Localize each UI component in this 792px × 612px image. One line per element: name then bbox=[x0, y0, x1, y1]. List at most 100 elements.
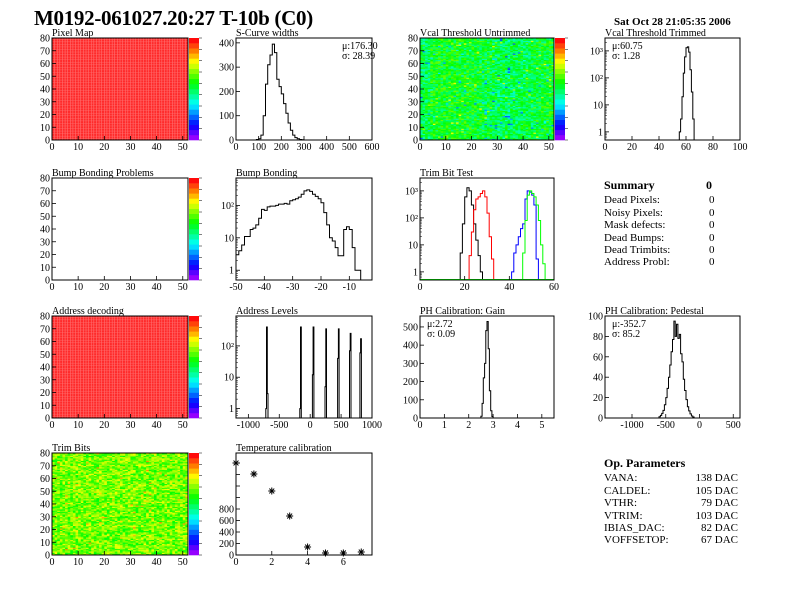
heatmap-cell bbox=[502, 125, 506, 128]
heatmap-cell bbox=[479, 41, 483, 44]
heatmap-cell bbox=[438, 53, 441, 55]
heatmap-cell bbox=[551, 127, 555, 129]
heatmap-cell bbox=[471, 81, 475, 83]
heatmap-cell bbox=[538, 106, 542, 109]
y-tick-label: 0 bbox=[45, 414, 50, 425]
heatmap-cell bbox=[535, 114, 539, 117]
heatmap-cell bbox=[487, 131, 490, 133]
heatmap-cell bbox=[512, 81, 516, 83]
heatmap-cell bbox=[458, 44, 462, 46]
x-tick-label: 0 bbox=[418, 142, 423, 153]
heatmap-cell bbox=[530, 63, 534, 66]
heatmap-cell bbox=[479, 133, 483, 136]
heatmap-cell bbox=[525, 55, 529, 58]
heatmap-cell bbox=[484, 113, 488, 115]
heatmap-cell bbox=[512, 53, 516, 55]
heatmap-cell bbox=[456, 127, 459, 129]
heatmap-cell bbox=[543, 133, 547, 136]
heatmap-cell bbox=[538, 67, 542, 69]
heatmap-cell bbox=[430, 53, 434, 55]
heatmap-cell bbox=[548, 87, 552, 90]
heatmap-cell bbox=[551, 125, 555, 128]
heatmap-cell bbox=[432, 124, 436, 127]
heatmap-cell bbox=[538, 43, 542, 45]
heatmap-cell bbox=[499, 103, 503, 105]
heatmap-cell bbox=[479, 49, 483, 52]
heatmap-cell bbox=[543, 73, 547, 76]
x-tick-label: 0 bbox=[418, 420, 423, 431]
heatmap-cell bbox=[445, 52, 449, 54]
heatmap-cell bbox=[445, 87, 449, 90]
heatmap-cell bbox=[528, 94, 532, 96]
heatmap-cell bbox=[502, 71, 506, 73]
heatmap-cell bbox=[445, 78, 449, 81]
heatmap-cell bbox=[471, 55, 475, 58]
heatmap-cell bbox=[528, 41, 532, 44]
heatmap-cell bbox=[440, 77, 444, 80]
heatmap-cell bbox=[507, 111, 511, 114]
heatmap-cell bbox=[492, 110, 496, 113]
heatmap-cell bbox=[499, 124, 503, 127]
palette-swatch bbox=[189, 229, 199, 235]
heatmap-cell bbox=[528, 43, 532, 45]
heatmap-cell bbox=[438, 124, 441, 127]
heatmap-cell bbox=[512, 90, 516, 92]
heatmap-cell bbox=[523, 50, 526, 53]
heatmap-cell bbox=[466, 46, 470, 49]
heatmap-cell bbox=[505, 85, 508, 87]
heatmap-cell bbox=[461, 87, 465, 90]
heatmap-cell bbox=[530, 40, 534, 43]
heatmap-cell bbox=[546, 124, 550, 127]
heatmap-cell bbox=[435, 90, 439, 92]
heatmap-cell bbox=[507, 81, 511, 83]
heatmap-cell bbox=[468, 122, 472, 124]
heatmap-cell bbox=[510, 137, 514, 140]
heatmap-cell bbox=[427, 91, 431, 94]
heatmap-cell bbox=[481, 46, 485, 49]
heatmap-cell bbox=[492, 80, 496, 82]
heatmap-cell bbox=[463, 89, 467, 91]
x-tick-label: 30 bbox=[125, 282, 135, 293]
heatmap-cell bbox=[481, 134, 485, 137]
heatmap-cell bbox=[548, 89, 552, 91]
heatmap-cell bbox=[528, 117, 532, 119]
heatmap-cell bbox=[420, 122, 423, 124]
heatmap-cell bbox=[515, 115, 519, 118]
heatmap-cell bbox=[497, 50, 501, 53]
heatmap-cell bbox=[450, 45, 454, 48]
heatmap-cell bbox=[466, 40, 470, 43]
heatmap-cell bbox=[458, 50, 462, 53]
heatmap-cell bbox=[430, 71, 434, 73]
heatmap-cell bbox=[443, 48, 447, 50]
heatmap-cell bbox=[497, 117, 501, 119]
heatmap-cell bbox=[533, 99, 537, 101]
heatmap-cell bbox=[530, 41, 534, 44]
plot-frame bbox=[235, 315, 373, 419]
heatmap-cell bbox=[443, 96, 447, 99]
heatmap-cell bbox=[466, 49, 470, 52]
heatmap-cell bbox=[497, 83, 501, 86]
heatmap-cell bbox=[487, 125, 490, 128]
heatmap-cell bbox=[538, 60, 542, 63]
heatmap-cell bbox=[425, 119, 429, 122]
heatmap-cell bbox=[548, 133, 552, 136]
heatmap-cell bbox=[453, 104, 457, 106]
heatmap-cell bbox=[507, 120, 511, 123]
heatmap-cell bbox=[425, 110, 429, 113]
heatmap-cell bbox=[494, 78, 498, 81]
heatmap-cell bbox=[458, 96, 462, 99]
heatmap-cell bbox=[481, 48, 485, 50]
heatmap-cell bbox=[466, 58, 470, 60]
heatmap-cell bbox=[494, 106, 498, 109]
heatmap-cell bbox=[530, 54, 534, 57]
heatmap-cell bbox=[466, 53, 470, 55]
heatmap-cell bbox=[499, 43, 503, 45]
palette-swatch bbox=[555, 119, 565, 125]
heatmap-cell bbox=[487, 94, 490, 96]
heatmap-cell bbox=[445, 41, 449, 44]
heatmap-cell bbox=[445, 77, 449, 80]
heatmap-cell bbox=[546, 136, 550, 138]
heatmap-cell bbox=[548, 114, 552, 117]
heatmap-cell bbox=[502, 123, 506, 125]
